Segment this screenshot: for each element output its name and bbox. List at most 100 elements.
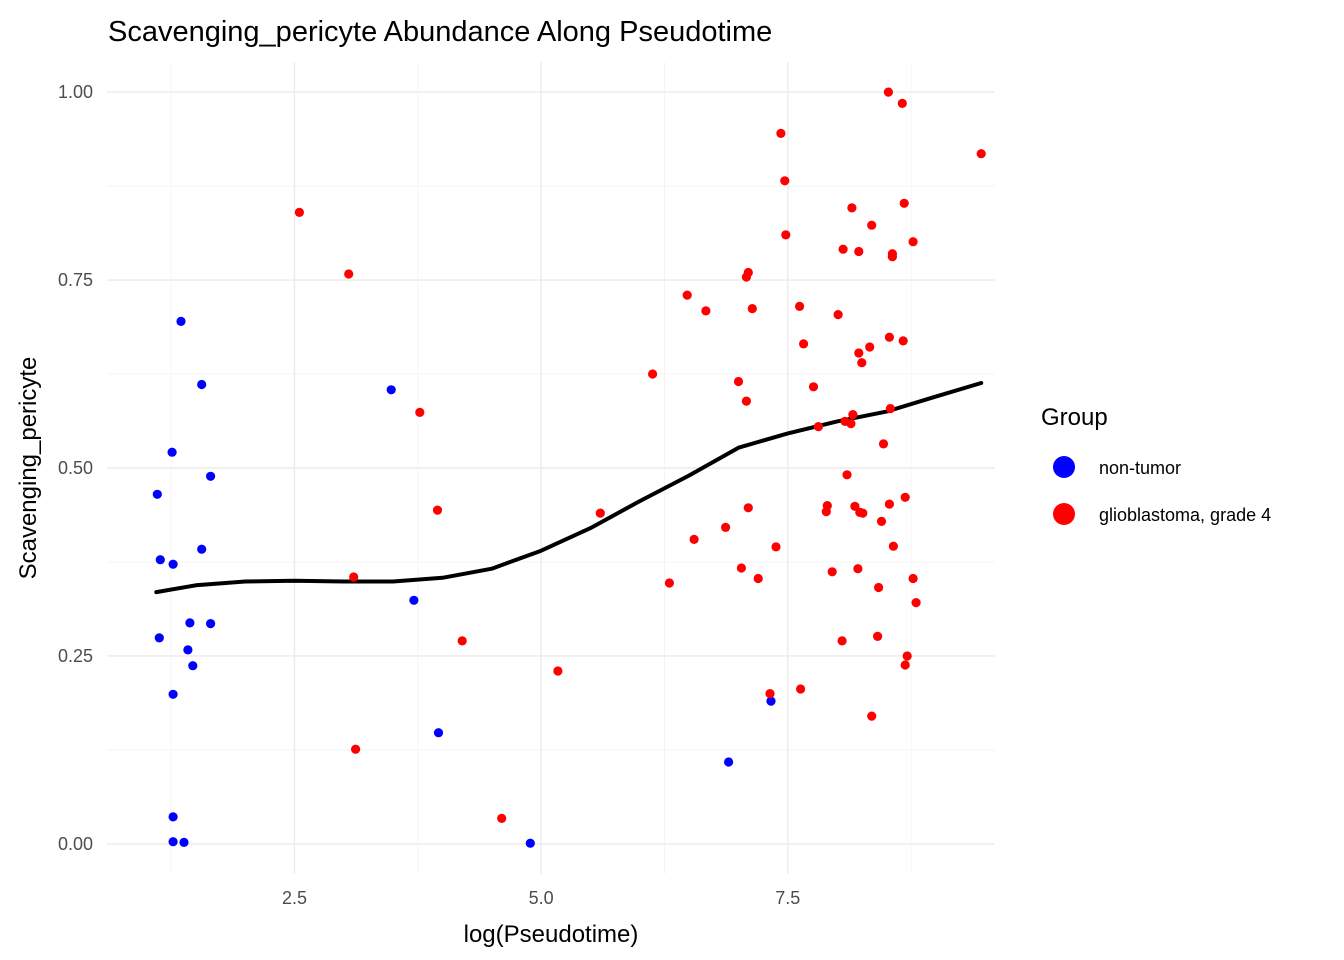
data-point-glioblastoma-grade-4: [432, 505, 443, 515]
data-point-glioblastoma-grade-4: [854, 348, 864, 358]
data-point-non-tumor: [154, 633, 164, 643]
data-point-non-tumor: [183, 645, 193, 655]
x-tick-label: 5.0: [529, 888, 554, 908]
data-point-non-tumor: [168, 689, 178, 699]
data-point-glioblastoma-grade-4: [833, 310, 843, 320]
data-point-non-tumor: [185, 618, 195, 628]
data-point-non-tumor: [197, 379, 207, 390]
data-point-glioblastoma-grade-4: [883, 87, 894, 97]
data-point-glioblastoma-grade-4: [664, 578, 675, 588]
data-point-non-tumor: [176, 316, 186, 326]
y-tick-label: 0.00: [58, 834, 93, 854]
data-point-glioblastoma-grade-4: [897, 98, 907, 108]
data-point-glioblastoma-grade-4: [884, 499, 895, 509]
data-point-glioblastoma-grade-4: [976, 149, 986, 159]
data-point-glioblastoma-grade-4: [878, 439, 889, 449]
chart-title: Scavenging_pericyte Abundance Along Pseu…: [108, 16, 772, 48]
data-point-non-tumor: [168, 559, 178, 569]
data-point-non-tumor: [386, 385, 396, 395]
y-tick-label: 0.25: [58, 646, 93, 666]
data-point-glioblastoma-grade-4: [865, 342, 875, 352]
data-point-glioblastoma-grade-4: [648, 369, 658, 379]
data-point-glioblastoma-grade-4: [747, 304, 757, 314]
data-points: [152, 87, 986, 848]
data-point-non-tumor: [766, 696, 776, 706]
y-axis-title: Scavenging_pericyte: [15, 357, 42, 580]
axis-ticks: 2.5 5.0 7.5 0.00 0.25 0.50 0.75 1.00: [58, 82, 800, 908]
data-point-glioblastoma-grade-4: [808, 382, 819, 392]
data-point-glioblastoma-grade-4: [898, 336, 908, 346]
data-point-glioblastoma-grade-4: [873, 631, 883, 642]
data-point-glioblastoma-grade-4: [780, 176, 790, 186]
y-tick-label: 0.75: [58, 270, 93, 290]
data-point-glioblastoma-grade-4: [553, 666, 563, 676]
data-point-glioblastoma-grade-4: [349, 572, 359, 582]
legend-key-non-tumor: [1053, 456, 1075, 478]
data-point-glioblastoma-grade-4: [908, 573, 918, 584]
data-point-glioblastoma-grade-4: [874, 582, 884, 593]
data-point-non-tumor: [409, 595, 419, 605]
data-point-non-tumor: [197, 544, 207, 554]
data-point-non-tumor: [525, 838, 535, 848]
data-point-glioblastoma-grade-4: [853, 564, 863, 574]
x-axis-title: log(Pseudotime): [464, 921, 639, 948]
data-point-glioblastoma-grade-4: [854, 246, 864, 257]
data-point-glioblastoma-grade-4: [781, 230, 791, 240]
data-point-glioblastoma-grade-4: [887, 252, 898, 262]
data-point-non-tumor: [724, 757, 734, 767]
data-point-non-tumor: [168, 812, 178, 822]
data-point-glioblastoma-grade-4: [497, 813, 507, 824]
data-point-non-tumor: [206, 619, 216, 629]
data-point-glioblastoma-grade-4: [771, 542, 781, 552]
data-point-non-tumor: [188, 661, 198, 671]
data-point-glioblastoma-grade-4: [837, 636, 847, 646]
data-point-non-tumor: [206, 471, 216, 481]
data-point-glioblastoma-grade-4: [884, 332, 895, 342]
y-tick-label: 1.00: [58, 82, 93, 102]
data-point-glioblastoma-grade-4: [689, 534, 699, 545]
legend-title: Group: [1041, 404, 1108, 431]
legend-label-glioblastoma: glioblastoma, grade 4: [1099, 505, 1271, 525]
data-point-glioblastoma-grade-4: [902, 651, 912, 661]
data-point-glioblastoma-grade-4: [595, 508, 605, 518]
y-tick-label: 0.50: [58, 458, 93, 478]
data-point-non-tumor: [155, 555, 165, 565]
data-point-glioblastoma-grade-4: [799, 339, 809, 349]
data-point-glioblastoma-grade-4: [857, 358, 867, 368]
data-point-glioblastoma-grade-4: [888, 541, 899, 551]
data-point-glioblastoma-grade-4: [908, 237, 918, 247]
data-point-glioblastoma-grade-4: [858, 508, 868, 518]
data-point-glioblastoma-grade-4: [867, 711, 877, 721]
data-point-glioblastoma-grade-4: [899, 198, 909, 208]
data-point-non-tumor: [179, 837, 189, 848]
legend-label-non-tumor: non-tumor: [1099, 458, 1181, 478]
x-tick-label: 7.5: [775, 888, 800, 908]
data-point-glioblastoma-grade-4: [813, 422, 824, 432]
data-point-glioblastoma-grade-4: [741, 396, 752, 406]
data-point-non-tumor: [152, 489, 162, 499]
data-point-glioblastoma-grade-4: [848, 410, 858, 420]
data-point-non-tumor: [168, 837, 178, 847]
data-point-glioblastoma-grade-4: [846, 419, 856, 429]
data-point-glioblastoma-grade-4: [838, 244, 848, 254]
data-point-glioblastoma-grade-4: [827, 567, 837, 577]
data-point-glioblastoma-grade-4: [900, 660, 910, 670]
data-point-glioblastoma-grade-4: [743, 267, 753, 278]
data-point-glioblastoma-grade-4: [682, 290, 692, 300]
data-point-glioblastoma-grade-4: [885, 404, 896, 414]
data-point-glioblastoma-grade-4: [776, 128, 786, 138]
data-point-glioblastoma-grade-4: [765, 689, 775, 699]
data-point-glioblastoma-grade-4: [842, 470, 852, 480]
data-point-non-tumor: [433, 728, 444, 738]
data-point-non-tumor: [167, 447, 177, 457]
data-point-glioblastoma-grade-4: [911, 598, 921, 608]
data-point-glioblastoma-grade-4: [867, 220, 877, 230]
data-point-glioblastoma-grade-4: [344, 269, 354, 279]
data-point-glioblastoma-grade-4: [415, 407, 425, 417]
legend-key-glioblastoma: [1053, 503, 1075, 525]
data-point-glioblastoma-grade-4: [736, 563, 747, 573]
data-point-glioblastoma-grade-4: [743, 503, 753, 513]
data-point-glioblastoma-grade-4: [733, 376, 744, 387]
data-point-glioblastoma-grade-4: [753, 573, 763, 584]
legend: Group non-tumor glioblastoma, grade 4: [1041, 404, 1271, 525]
